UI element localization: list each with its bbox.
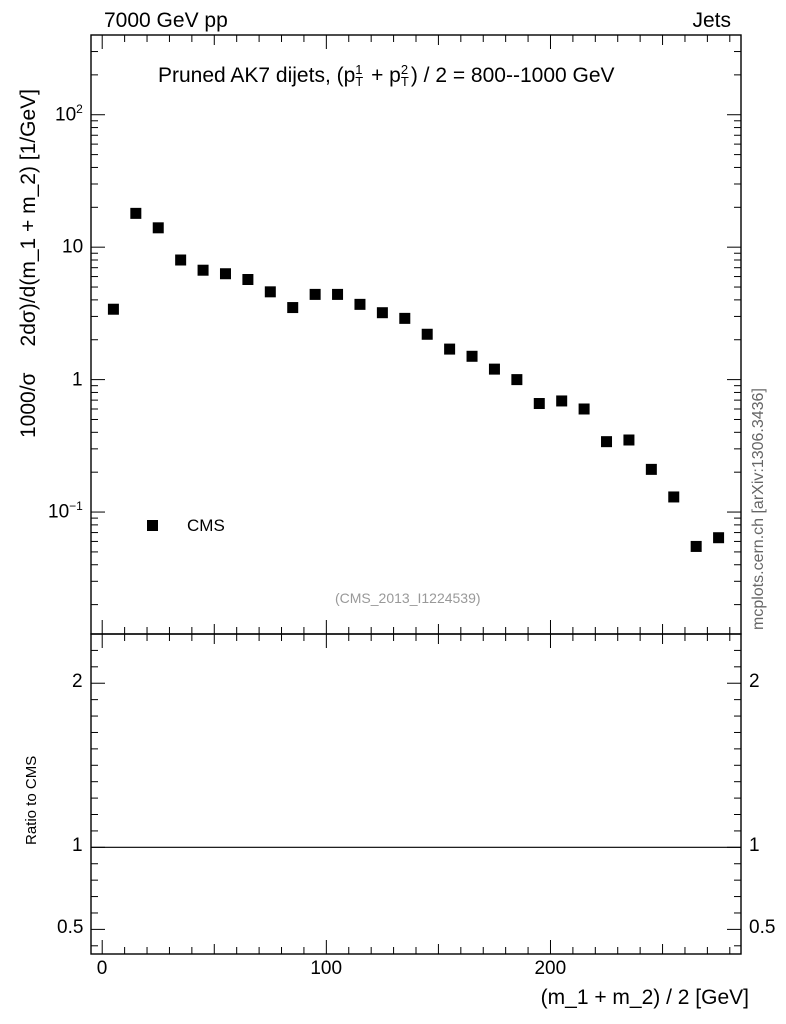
- data-point: [130, 207, 142, 219]
- title-sub1: T: [355, 74, 364, 90]
- legend-marker: [147, 520, 158, 531]
- xtick-label: 200: [534, 958, 567, 979]
- data-point: [354, 298, 366, 310]
- ytick-label-main: 10: [62, 236, 84, 258]
- ytick-label-ratio-right: 0.5: [749, 917, 776, 939]
- ytick-label-main: 10−1: [48, 499, 83, 523]
- data-point: [219, 268, 231, 280]
- data-points-group: [107, 207, 725, 552]
- ratio-ylabel: Ratio to CMS: [23, 755, 40, 845]
- data-point: [556, 395, 568, 407]
- data-point: [466, 350, 478, 362]
- data-point: [152, 222, 164, 234]
- xtick-label: 100: [310, 958, 343, 979]
- process-label: Jets: [692, 9, 731, 32]
- data-point: [713, 532, 725, 544]
- data-point: [511, 374, 523, 386]
- ytick-label-ratio-left: 2: [72, 671, 83, 693]
- main-ylabel-left: 1000/σ: [17, 372, 40, 438]
- ytick-label-main: 102: [55, 101, 83, 126]
- title-mid: + p: [365, 64, 401, 87]
- data-point: [690, 540, 702, 552]
- data-point: [623, 434, 635, 446]
- xtick-label: 0: [96, 958, 108, 979]
- main-plot-frame: [90, 34, 742, 635]
- main-ylabel-right: 2dσ)/d(m_1 + m_2) [1/GeV]: [17, 88, 40, 347]
- x-axis-label: (m_1 + m_2) / 2 [GeV]: [540, 986, 749, 1009]
- data-point: [287, 302, 299, 314]
- data-point: [578, 403, 590, 415]
- title-prefix: Pruned AK7 dijets, (p: [158, 64, 356, 87]
- data-point: [197, 264, 209, 276]
- energy-label: 7000 GeV pp: [104, 9, 228, 32]
- ytick-label-main: 1: [72, 368, 83, 390]
- title-sub2: T: [400, 74, 409, 90]
- data-point: [376, 307, 388, 319]
- title-sup2: 2: [400, 62, 409, 78]
- title-suffix: ) / 2 = 800--1000 GeV: [410, 64, 615, 87]
- data-point: [107, 303, 119, 315]
- data-point: [533, 398, 545, 410]
- ytick-label-ratio-left: 1: [72, 835, 83, 857]
- data-point: [332, 288, 344, 300]
- chart-title: Pruned AK7 dijets, (p 1 T + p 2 T) / 2 = 800…: [158, 62, 615, 90]
- data-point: [645, 463, 657, 475]
- data-point: [309, 288, 321, 300]
- ytick-label-ratio-right: 1: [749, 835, 760, 857]
- data-point: [242, 274, 254, 286]
- main-ylabel: 1000/σ 2dσ)/d(m_1 + m_2) [1/GeV]: [17, 28, 47, 438]
- ytick-label-ratio-left: 0.5: [57, 917, 84, 939]
- data-point: [444, 343, 456, 355]
- data-point: [399, 312, 411, 324]
- data-point: [264, 286, 276, 298]
- title-sup1: 1: [355, 62, 363, 78]
- ytick-label-ratio-right: 2: [749, 671, 760, 693]
- data-point: [601, 436, 613, 448]
- tick-marks-group: [91, 34, 741, 954]
- data-point: [488, 363, 500, 375]
- ratio-plot-frame: [90, 633, 742, 955]
- data-point: [175, 254, 187, 266]
- analysis-id: (CMS_2013_I1224539): [335, 590, 481, 606]
- data-point: [668, 491, 680, 503]
- site-watermark: mcplots.cern.ch [arXiv:1306.3436]: [750, 388, 767, 630]
- data-point: [421, 328, 433, 340]
- legend-label: CMS: [187, 516, 225, 535]
